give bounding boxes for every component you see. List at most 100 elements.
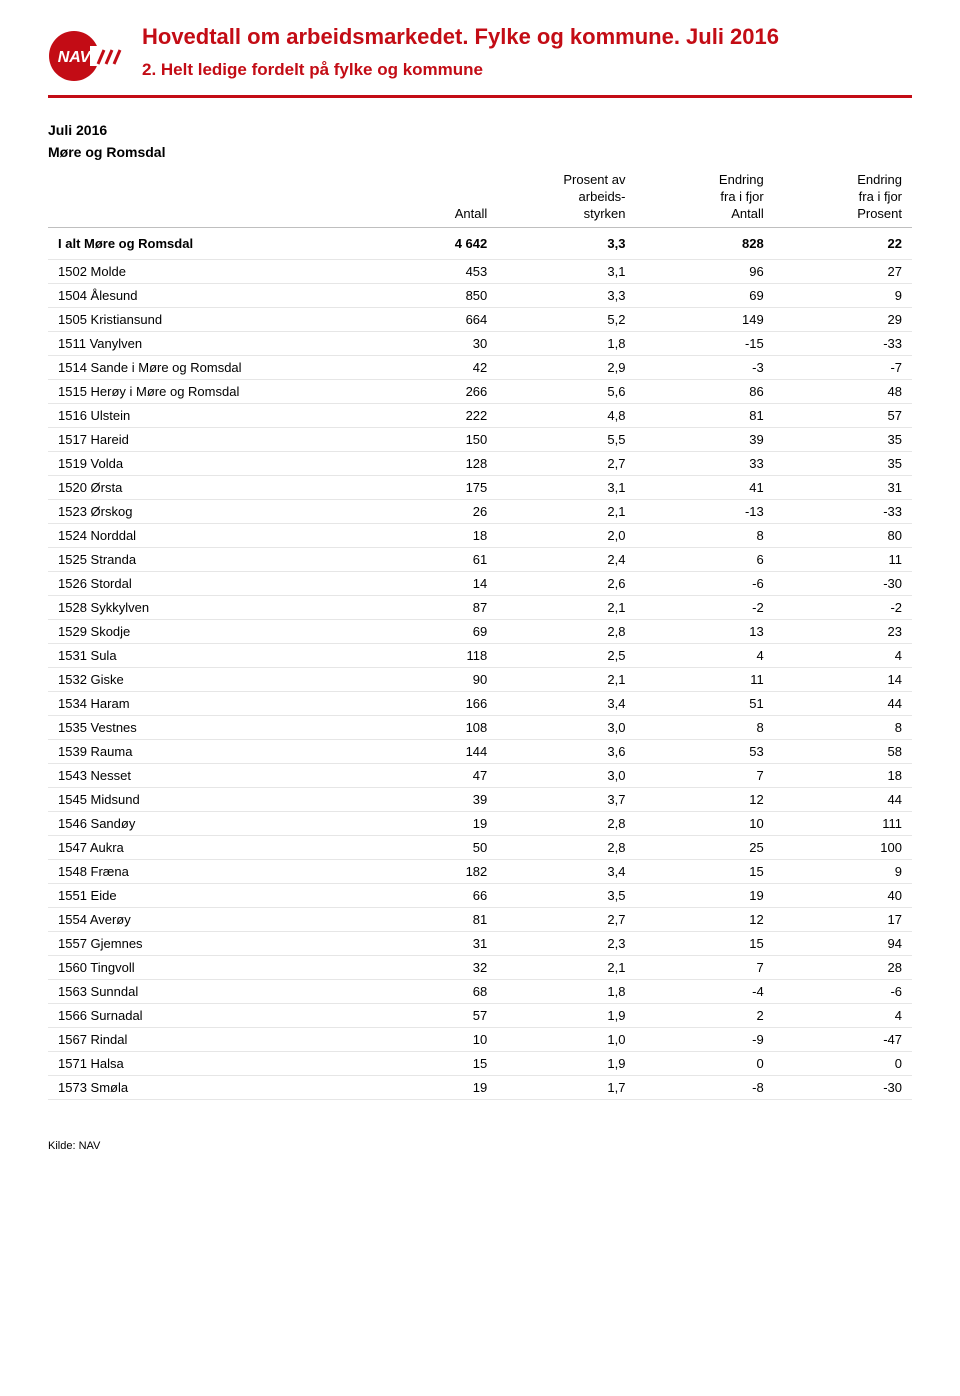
- row-d-antall: -13: [636, 499, 774, 523]
- row-prosent: 5,6: [497, 379, 635, 403]
- row-prosent: 5,5: [497, 427, 635, 451]
- row-prosent: 3,3: [497, 283, 635, 307]
- row-d-antall: 7: [636, 763, 774, 787]
- row-antall: 15: [359, 1051, 497, 1075]
- row-antall: 182: [359, 859, 497, 883]
- row-antall: 61: [359, 547, 497, 571]
- row-d-prosent: 8: [774, 715, 912, 739]
- row-antall: 81: [359, 907, 497, 931]
- row-prosent: 3,4: [497, 691, 635, 715]
- row-prosent: 2,7: [497, 907, 635, 931]
- row-d-prosent: -7: [774, 355, 912, 379]
- row-prosent: 2,4: [497, 547, 635, 571]
- row-prosent: 5,2: [497, 307, 635, 331]
- row-antall: 26: [359, 499, 497, 523]
- row-d-antall: 51: [636, 691, 774, 715]
- row-name: 1571 Halsa: [48, 1051, 359, 1075]
- row-d-antall: 13: [636, 619, 774, 643]
- col-header-name: [48, 168, 359, 227]
- row-name: 1560 Tingvoll: [48, 955, 359, 979]
- row-d-prosent: -30: [774, 571, 912, 595]
- row-antall: 150: [359, 427, 497, 451]
- row-name: 1545 Midsund: [48, 787, 359, 811]
- row-d-prosent: 100: [774, 835, 912, 859]
- row-d-prosent: 58: [774, 739, 912, 763]
- row-antall: 664: [359, 307, 497, 331]
- row-d-antall: -2: [636, 595, 774, 619]
- table-body: I alt Møre og Romsdal 4 642 3,3 828 22 1…: [48, 227, 912, 1099]
- row-prosent: 2,1: [497, 955, 635, 979]
- header: NAV Hovedtall om arbeidsmarkedet. Fylke …: [48, 24, 912, 87]
- row-name: 1524 Norddal: [48, 523, 359, 547]
- row-antall: 453: [359, 259, 497, 283]
- table-row: 1557 Gjemnes312,31594: [48, 931, 912, 955]
- table-row: 1534 Haram1663,45144: [48, 691, 912, 715]
- row-d-prosent: 29: [774, 307, 912, 331]
- row-d-prosent: 28: [774, 955, 912, 979]
- row-d-antall: 6: [636, 547, 774, 571]
- row-d-prosent: -33: [774, 331, 912, 355]
- row-antall: 118: [359, 643, 497, 667]
- table-row: 1517 Hareid1505,53935: [48, 427, 912, 451]
- table-row: 1531 Sula1182,544: [48, 643, 912, 667]
- row-d-prosent: 23: [774, 619, 912, 643]
- table-row: 1519 Volda1282,73335: [48, 451, 912, 475]
- row-d-antall: -9: [636, 1027, 774, 1051]
- table-row: 1573 Smøla191,7-8-30: [48, 1075, 912, 1099]
- row-d-prosent: -2: [774, 595, 912, 619]
- row-prosent: 2,8: [497, 835, 635, 859]
- page-title: Hovedtall om arbeidsmarkedet. Fylke og k…: [142, 24, 912, 54]
- row-antall: 19: [359, 811, 497, 835]
- row-antall: 18: [359, 523, 497, 547]
- table-row: 1515 Herøy i Møre og Romsdal2665,68648: [48, 379, 912, 403]
- row-d-antall: 8: [636, 715, 774, 739]
- row-d-prosent: 14: [774, 667, 912, 691]
- row-prosent: 3,6: [497, 739, 635, 763]
- row-prosent: 3,5: [497, 883, 635, 907]
- table-row: 1554 Averøy812,71217: [48, 907, 912, 931]
- col-header-endring-prosent: Endring fra i fjor Prosent: [774, 168, 912, 227]
- table-row: 1543 Nesset473,0718: [48, 763, 912, 787]
- row-d-prosent: 48: [774, 379, 912, 403]
- row-name: 1546 Sandøy: [48, 811, 359, 835]
- row-name: 1511 Vanylven: [48, 331, 359, 355]
- row-name: 1514 Sande i Møre og Romsdal: [48, 355, 359, 379]
- row-antall: 69: [359, 619, 497, 643]
- row-d-antall: 0: [636, 1051, 774, 1075]
- row-antall: 68: [359, 979, 497, 1003]
- table-total-row: I alt Møre og Romsdal 4 642 3,3 828 22: [48, 227, 912, 259]
- total-d-antall: 828: [636, 227, 774, 259]
- row-d-prosent: 4: [774, 1003, 912, 1027]
- row-prosent: 2,9: [497, 355, 635, 379]
- row-antall: 87: [359, 595, 497, 619]
- row-name: 1539 Rauma: [48, 739, 359, 763]
- row-d-antall: 12: [636, 787, 774, 811]
- row-antall: 90: [359, 667, 497, 691]
- row-name: 1567 Rindal: [48, 1027, 359, 1051]
- row-d-prosent: 44: [774, 787, 912, 811]
- row-d-prosent: 17: [774, 907, 912, 931]
- row-d-antall: 149: [636, 307, 774, 331]
- row-name: 1543 Nesset: [48, 763, 359, 787]
- row-d-antall: 69: [636, 283, 774, 307]
- row-antall: 850: [359, 283, 497, 307]
- meta-month: Juli 2016: [48, 122, 912, 138]
- row-name: 1573 Smøla: [48, 1075, 359, 1099]
- row-d-prosent: 44: [774, 691, 912, 715]
- table-row: 1523 Ørskog262,1-13-33: [48, 499, 912, 523]
- table-row: 1525 Stranda612,4611: [48, 547, 912, 571]
- row-d-antall: -15: [636, 331, 774, 355]
- row-prosent: 3,0: [497, 715, 635, 739]
- table-header-row: Antall Prosent av arbeids- styrken Endri…: [48, 168, 912, 227]
- row-prosent: 1,8: [497, 331, 635, 355]
- row-name: 1534 Haram: [48, 691, 359, 715]
- row-antall: 166: [359, 691, 497, 715]
- col-header-endring-antall: Endring fra i fjor Antall: [636, 168, 774, 227]
- row-d-prosent: -33: [774, 499, 912, 523]
- table-row: 1547 Aukra502,825100: [48, 835, 912, 859]
- row-prosent: 1,8: [497, 979, 635, 1003]
- meta-block: Juli 2016 Møre og Romsdal: [48, 122, 912, 160]
- row-name: 1515 Herøy i Møre og Romsdal: [48, 379, 359, 403]
- row-antall: 175: [359, 475, 497, 499]
- row-prosent: 2,0: [497, 523, 635, 547]
